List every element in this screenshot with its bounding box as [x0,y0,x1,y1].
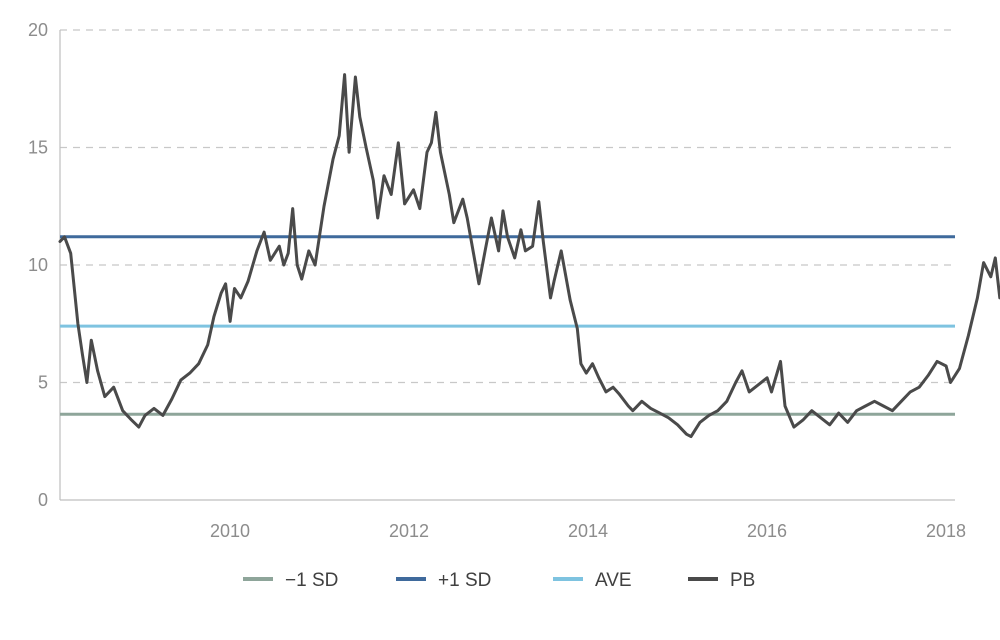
band-lines [60,235,955,416]
y-tick-labels: 0 5 10 15 20 [28,20,48,510]
y-tick-label: 15 [28,138,48,158]
y-tick-label: 0 [38,490,48,510]
x-tick-label: 2014 [568,521,608,541]
y-tick-label: 20 [28,20,48,40]
legend-plus-1sd: +1 SD [396,570,491,591]
x-tick-label: 2018 [926,521,966,541]
x-tick-label: 2012 [389,521,429,541]
pb-series [58,73,1000,439]
legend-pb: PB [688,570,755,591]
y-tick-label: 5 [38,373,48,393]
legend-label: AVE [595,570,632,591]
gridlines [60,29,955,384]
axes [59,30,955,501]
x-tick-label: 2016 [747,521,787,541]
legend-minus-1sd: −1 SD [243,570,338,591]
legend-ave: AVE [553,570,632,591]
pb-line [58,73,1000,439]
x-tick-label: 2010 [210,521,250,541]
legend-label: −1 SD [285,570,338,591]
y-tick-label: 10 [28,255,48,275]
legend-label: +1 SD [438,570,491,591]
legend: −1 SD +1 SD AVE PB [243,570,755,591]
legend-label: PB [730,570,755,591]
x-tick-labels: 2010 2012 2014 2016 2018 [210,521,966,541]
